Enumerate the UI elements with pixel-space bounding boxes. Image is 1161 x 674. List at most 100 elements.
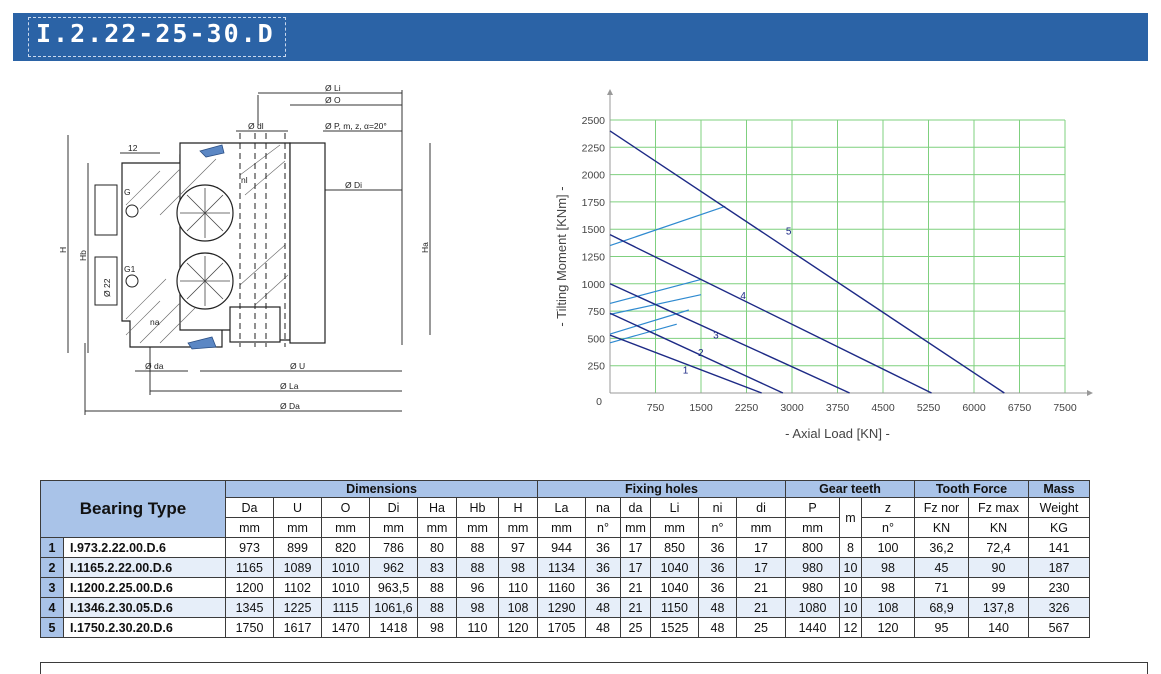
label-na: na [150,317,160,327]
table-cell: 95 [914,617,969,638]
table-cell: 187 [1028,557,1090,578]
y-tick-label: 2500 [582,115,606,127]
table-cell: 88 [417,597,457,618]
table-cell: 1040 [650,577,699,598]
table-cell: 120 [861,617,915,638]
table-cell: 25 [736,617,786,638]
y-tick-label: 1750 [582,197,606,209]
page-title: I.2.22-25-30.D [36,19,275,48]
table-row: 2 I.1165.2.22.00.D.6 1165 1089 1010 962 83 88 98… [40,557,1090,578]
table-cell: 800 [785,537,840,558]
label-twelve: 12 [128,143,138,153]
table-cell: 12 [839,617,862,638]
label-o: Ø O [325,95,341,105]
table-cell: 850 [650,537,699,558]
table-cell: 96 [456,577,499,598]
table-cell: 36 [698,577,737,598]
table-cell: 980 [785,557,840,578]
column-header: U [273,497,322,518]
column-unit: mm [369,517,418,538]
series-label: 1 [683,365,689,376]
table-cell: 17 [620,537,651,558]
table-cell: 980 [785,577,840,598]
table-cell: 1061,6 [369,597,418,618]
table-cell: 10 [839,557,862,578]
table-cell: 1115 [321,597,370,618]
series-line [609,283,850,394]
label-li: Ø Li [325,85,341,93]
column-unit: mm [273,517,322,538]
table-cell: 1345 [225,597,274,618]
table-cell: 230 [1028,577,1090,598]
table-cell: 25 [620,617,651,638]
table-cell: 1010 [321,557,370,578]
spec-table: Bearing Type Dimensions Fixing holes Gear t… [40,480,1090,638]
table-cell: 140 [968,617,1029,638]
table-cell: 110 [498,577,538,598]
table-row: 1 I.973.2.22.00.D.6 973 899 820 786 80 88 97 944 3… [40,537,1090,558]
table-cell: 100 [861,537,915,558]
label-nl: nl [241,175,248,185]
table-cell: 899 [273,537,322,558]
column-unit: mm [498,517,538,538]
column-unit: KN [914,517,969,538]
table-cell: 71 [914,577,969,598]
table-cell: 98 [861,577,915,598]
label-hb: Hb [78,250,88,261]
x-tick-label: 7500 [1053,402,1077,414]
group-header: Mass [1028,480,1090,498]
table-cell: 1200 [225,577,274,598]
table-cell: 567 [1028,617,1090,638]
table-cell: 944 [537,537,586,558]
label-dl: Ø dl [248,121,264,131]
table-row: 4 I.1346.2.30.05.D.6 1345 1225 1115 1061,6 88 9… [40,597,1090,618]
table-row: 5 I.1750.2.30.20.D.6 1750 1617 1470 1418 98 110… [40,617,1090,638]
table-cell: 68,9 [914,597,969,618]
group-header: Dimensions [225,480,538,498]
table-cell: 72,4 [968,537,1029,558]
label-h: H [58,247,68,253]
label-d22: Ø 22 [102,278,112,297]
column-unit: mm [321,517,370,538]
table-cell: 36,2 [914,537,969,558]
x-tick-label: 5250 [917,402,941,414]
table-cell: 10 [839,577,862,598]
bearing-type-cell: I.973.2.22.00.D.6 [63,537,226,558]
column-header: Weight [1028,497,1090,518]
table-cell: 963,5 [369,577,418,598]
label-la: Ø La [280,381,299,391]
table-cell: 17 [620,557,651,578]
column-header: Fz nor [914,497,969,518]
table-cell: 110 [456,617,499,638]
table-cell: 137,8 [968,597,1029,618]
row-number: 5 [40,617,64,638]
bolt-limit-line [609,205,726,247]
table-cell: 1290 [537,597,586,618]
table-cell: 1080 [785,597,840,618]
x-axis-title: - Axial Load [KN] - [785,426,890,441]
table-cell: 1525 [650,617,699,638]
table-row: 3 I.1200.2.25.00.D.6 1200 1102 1010 963,5 88 96… [40,577,1090,598]
column-header: Fz max [968,497,1029,518]
table-cell: 90 [968,557,1029,578]
table-cell: 108 [861,597,915,618]
table-cell: 36 [585,577,621,598]
table-cell: 98 [861,557,915,578]
table-cell: 141 [1028,537,1090,558]
column-header: Da [225,497,274,518]
table-cell: 17 [736,557,786,578]
table-cell: 80 [417,537,457,558]
x-tick-label: 1500 [689,402,713,414]
x-tick-label: 6750 [1008,402,1032,414]
table-cell: 786 [369,537,418,558]
column-unit: mm [456,517,499,538]
label-g: G [124,187,131,197]
table-cell: 17 [736,537,786,558]
y-tick-label: 750 [587,306,605,318]
column-header: O [321,497,370,518]
column-header: ni [698,497,737,518]
column-header: La [537,497,586,518]
table-cell: 45 [914,557,969,578]
table-cell: 21 [620,577,651,598]
column-unit: mm [785,517,840,538]
